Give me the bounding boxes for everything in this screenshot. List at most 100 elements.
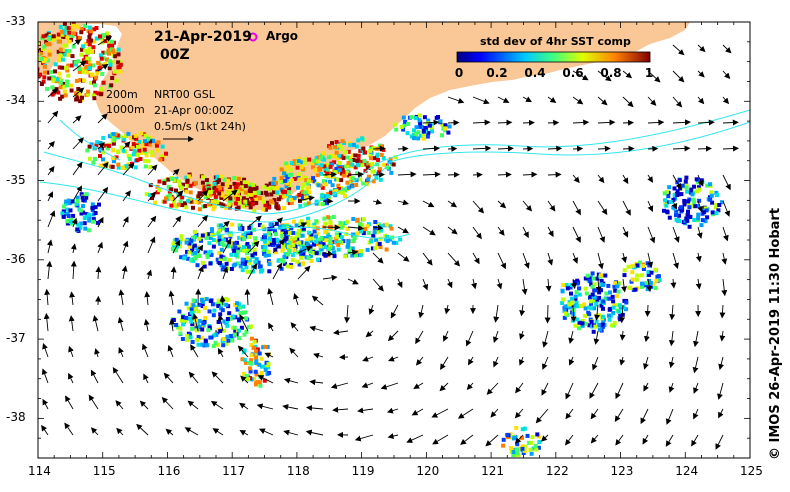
sst-pixel [187, 316, 192, 321]
current-arrow [293, 292, 299, 306]
sst-pixel [83, 226, 88, 231]
sst-pixel [595, 276, 600, 281]
current-arrow [572, 96, 584, 105]
sst-pixel [236, 328, 241, 333]
sst-pixel [143, 164, 148, 169]
current-arrow [122, 240, 129, 254]
sst-pixel [205, 182, 210, 187]
current-arrow [165, 428, 174, 436]
sst-pixel [599, 303, 604, 308]
sst-pixel [78, 36, 83, 41]
sst-pixel [263, 233, 268, 238]
sst-pixel [171, 241, 176, 246]
sst-pixel [257, 362, 262, 367]
sst-pixel [299, 244, 304, 249]
sst-pixel [593, 324, 598, 329]
sst-pixel [677, 219, 681, 224]
current-arrow [522, 226, 529, 239]
current-arrow [521, 278, 528, 296]
sst-pixel [233, 185, 238, 190]
sst-pixel [197, 302, 202, 307]
colorbar-title: std dev of 4hr SST comp [480, 35, 631, 48]
sst-pixel [227, 184, 232, 189]
sst-pixel [228, 196, 233, 201]
sst-pixel [266, 205, 271, 210]
current-arrow [197, 215, 208, 228]
sst-pixel [583, 321, 588, 326]
sst-pixel [332, 160, 337, 165]
sst-pixel [211, 199, 216, 204]
current-arrow [397, 252, 410, 262]
current-arrow [357, 407, 374, 414]
current-arrow [447, 96, 465, 104]
sst-pixel [296, 159, 301, 164]
sst-pixel [283, 252, 288, 257]
sst-pixel [313, 168, 318, 173]
sst-pixel [169, 187, 174, 192]
current-arrow [432, 434, 449, 445]
sst-pixel [696, 212, 701, 217]
sst-pixel [254, 200, 259, 205]
current-arrow [239, 402, 249, 410]
sst-pixel [531, 446, 536, 451]
sst-pixel [99, 92, 103, 97]
sst-pixel [221, 226, 226, 231]
sst-pixel [694, 189, 699, 194]
sst-pixel [265, 240, 270, 245]
sst-pixel [705, 215, 710, 220]
sst-pixel [75, 94, 80, 99]
sst-pixel [274, 204, 279, 209]
sst-pixel [286, 190, 291, 195]
sst-pixel [363, 227, 368, 231]
sst-pixel [275, 185, 280, 190]
sst-pixel [232, 248, 237, 253]
sst-pixel [426, 118, 431, 123]
current-arrow [643, 356, 649, 370]
sst-pixel [575, 281, 580, 286]
sst-pixel [240, 187, 245, 192]
sst-pixel [251, 345, 256, 350]
current-arrow [267, 288, 274, 306]
sst-pixel [629, 279, 634, 284]
sst-pixel [690, 192, 695, 197]
sst-pixel [287, 231, 292, 236]
current-arrow [719, 304, 726, 319]
sst-pixel [389, 170, 394, 175]
sst-pixel [66, 63, 71, 68]
sst-pixel [322, 225, 326, 230]
current-arrow [572, 200, 581, 216]
sst-pixel [566, 302, 571, 307]
sst-pixel [348, 143, 353, 148]
sst-pixel [290, 178, 294, 183]
sst-pixel [69, 88, 74, 93]
sst-pixel [78, 99, 83, 104]
current-arrow [347, 249, 359, 256]
sst-pixel [219, 234, 224, 239]
sst-pixel [194, 326, 199, 331]
sst-pixel [66, 26, 71, 31]
sst-pixel [358, 253, 363, 258]
sst-pixel [286, 198, 291, 203]
sst-pixel [233, 201, 238, 206]
sst-pixel [59, 29, 64, 34]
sst-pixel [75, 227, 80, 232]
current-arrow [518, 356, 525, 366]
sst-pixel [188, 190, 193, 195]
sst-pixel [263, 207, 268, 212]
current-arrow [309, 379, 324, 386]
sst-pixel [296, 250, 300, 255]
sst-pixel [288, 167, 293, 172]
sst-pixel [412, 128, 416, 133]
y-tick-label: -35 [6, 172, 26, 187]
current-arrow [380, 382, 399, 390]
sst-pixel [84, 212, 89, 217]
current-arrow [322, 171, 338, 178]
sst-pixel [347, 155, 352, 160]
sst-pixel [330, 141, 334, 146]
sst-pixel [71, 213, 76, 218]
sst-pixel [207, 187, 212, 192]
current-arrow [415, 356, 424, 366]
current-arrow [122, 216, 129, 228]
sst-pixel [311, 165, 315, 170]
current-arrow [647, 145, 659, 152]
